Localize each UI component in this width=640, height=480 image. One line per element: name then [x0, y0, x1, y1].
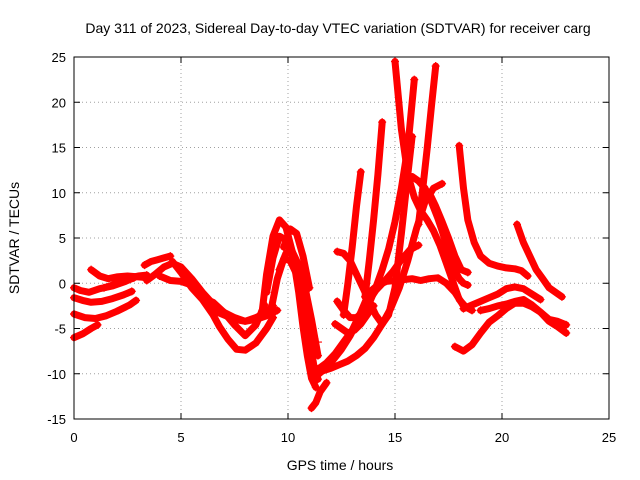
- plus-marker: [313, 351, 322, 360]
- plus-marker: [307, 404, 316, 413]
- chart-title: Day 311 of 2023, Sidereal Day-to-day VTE…: [85, 20, 590, 36]
- plus-marker: [331, 319, 340, 328]
- plus-marker: [438, 179, 447, 188]
- plus-marker: [318, 367, 327, 376]
- series-arc-03: [70, 296, 140, 322]
- series-arc-23: [333, 76, 418, 322]
- x-tick-label: 0: [70, 430, 77, 445]
- series-arc-22: [361, 118, 386, 301]
- plus-marker: [463, 268, 472, 277]
- x-axis-label: GPS time / hours: [287, 457, 394, 473]
- plus-marker: [356, 167, 365, 176]
- plus-marker: [198, 293, 207, 302]
- plus-marker: [142, 276, 151, 285]
- plus-marker: [155, 272, 164, 281]
- y-tick-label: 20: [52, 95, 66, 110]
- series-arc-24: [333, 133, 416, 328]
- plus-marker: [512, 220, 521, 229]
- plus-marker: [333, 297, 342, 306]
- plus-marker: [459, 304, 468, 313]
- plus-marker: [269, 313, 278, 322]
- plus-marker: [305, 283, 314, 292]
- x-tick-label: 10: [281, 430, 295, 445]
- plus-marker: [562, 329, 571, 338]
- plot-frame: [73, 56, 610, 420]
- y-tick-label: -10: [47, 367, 66, 382]
- plus-marker: [311, 372, 320, 381]
- series-arc-31: [460, 283, 544, 313]
- series-arc-10: [156, 272, 277, 325]
- plus-marker: [333, 247, 342, 256]
- y-tick-label: 5: [59, 231, 66, 246]
- plus-marker: [562, 320, 571, 329]
- plus-marker: [425, 188, 434, 197]
- y-tick-label: 0: [59, 276, 66, 291]
- plus-marker: [311, 383, 320, 392]
- plus-marker: [258, 306, 267, 315]
- plus-marker: [266, 306, 275, 315]
- y-tick-label: 25: [52, 50, 66, 65]
- plus-marker: [378, 118, 387, 127]
- x-tick-label: 5: [177, 430, 184, 445]
- x-tick-label: 25: [602, 430, 616, 445]
- plus-marker: [127, 287, 136, 296]
- series-arc-28: [415, 62, 440, 228]
- plus-marker: [557, 292, 566, 301]
- plus-marker: [476, 306, 485, 315]
- plus-marker: [401, 175, 410, 184]
- plus-marker: [132, 296, 141, 305]
- plus-marker: [463, 281, 472, 290]
- x-tick-label: 20: [495, 430, 509, 445]
- series-arc-21: [340, 168, 365, 319]
- plus-marker: [313, 338, 322, 347]
- x-tick-label: 15: [388, 430, 402, 445]
- plus-marker: [450, 342, 459, 351]
- plus-marker: [168, 257, 177, 266]
- series-arc-17: [308, 379, 330, 412]
- plus-marker: [99, 283, 108, 292]
- series-arc-14: [267, 255, 313, 329]
- plus-marker: [140, 261, 149, 270]
- plus-marker: [275, 265, 284, 274]
- series-arc-33: [513, 220, 566, 301]
- plus-marker: [369, 301, 378, 310]
- y-tick-label: 15: [52, 141, 66, 156]
- plus-marker: [523, 272, 532, 281]
- plus-marker: [408, 132, 417, 141]
- y-tick-label: -5: [54, 322, 66, 337]
- plus-marker: [391, 57, 399, 66]
- plus-marker: [536, 295, 545, 304]
- plus-marker: [322, 378, 331, 387]
- plus-marker: [431, 62, 440, 71]
- series-arc-29: [425, 189, 472, 276]
- series-arc-06: [100, 271, 151, 292]
- series-arc-25: [331, 302, 378, 337]
- series-arc-15: [275, 248, 322, 360]
- plus-marker: [87, 265, 96, 274]
- plus-marker: [455, 141, 464, 150]
- y-tick-label: 10: [52, 186, 66, 201]
- plus-marker: [414, 241, 423, 250]
- series-arc-16: [280, 225, 313, 292]
- plus-marker: [93, 320, 102, 329]
- y-axis-label: SDTVAR / TECUs: [6, 182, 22, 294]
- series-arc-04: [70, 321, 101, 342]
- series-arc-02: [70, 287, 136, 306]
- plus-marker: [414, 220, 423, 229]
- series-arc-11: [198, 294, 268, 340]
- plot-area: [70, 57, 571, 413]
- series-arc-08: [141, 252, 174, 269]
- plus-marker: [279, 243, 288, 252]
- series-arc-30: [455, 142, 532, 280]
- series-arc-34: [477, 296, 570, 329]
- plus-marker: [410, 75, 419, 84]
- plus-marker: [262, 288, 271, 297]
- y-tick-label: -15: [47, 412, 66, 427]
